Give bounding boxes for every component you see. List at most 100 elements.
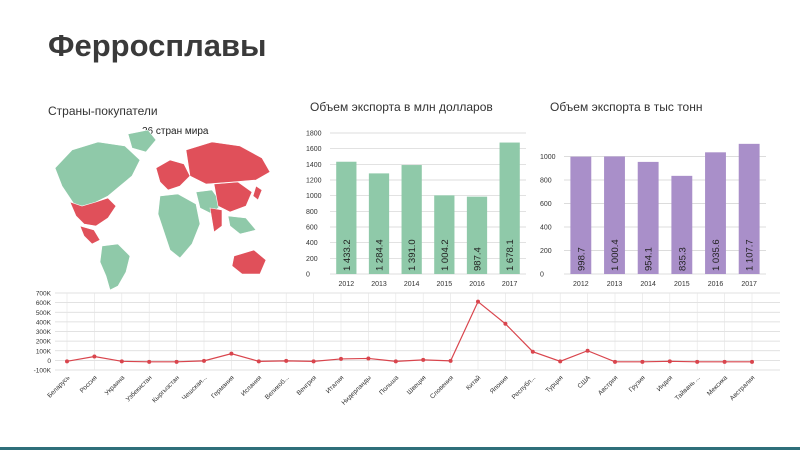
bar-chart-usd-title: Объем экспорта в млн долларов [310,100,493,114]
bar-value-label: 1 000.4 [610,239,621,271]
x-tick-label: Польша [378,374,400,396]
page-title: Ферросплавы [48,28,267,63]
x-tick-label: Узбекистан [124,373,154,403]
x-tick-label: 2017 [502,281,518,288]
x-tick-label: Германия [210,374,236,400]
data-point [393,359,398,364]
map-region-japan [252,185,263,201]
map-region-india [209,207,223,233]
y-tick-label: 800 [306,209,318,216]
x-tick-label: 2013 [371,281,387,288]
bar-value-label: 1 004.2 [440,239,451,271]
x-tick-label: 2015 [437,281,453,288]
bar-value-label: 1 391.0 [407,239,418,271]
line-chart-countries: -100K 0 100K 200K 300K 400K 500K 600K 700K Белару… [34,291,780,407]
data-point [613,359,617,364]
map-region-southeast-asia [227,215,257,235]
data-point [476,299,480,304]
map-heading: Страны-покупатели [48,104,158,118]
bar-chart-tons: 0 200 400 600 800 1000 998.7 2012 1 000.4 2013 954… [540,143,766,288]
bar [336,161,357,274]
y-tick-label: 200 [540,248,552,255]
y-tick-label: 600K [36,300,52,307]
world-map [54,129,271,291]
bar [738,143,760,274]
x-tick-label: Япония [489,374,510,395]
data-point [92,354,97,359]
y-tick-label: 200K [36,339,52,346]
bar-chart-usd: 0 200 400 600 800 1000 1200 1400 1600 1800 1 433.2… [306,131,526,288]
x-tick-label: Украина [104,374,127,397]
y-tick-label: 0 [306,272,310,279]
bar [401,165,422,274]
data-point [640,359,645,364]
map-region-europe [155,159,191,191]
data-point [585,348,590,353]
footer-divider [0,447,800,450]
x-tick-label: 2015 [674,281,690,288]
series-line [66,300,752,363]
bar [570,156,592,274]
bar-value-label: 1 284.4 [375,239,386,271]
y-tick-label: 300K [36,329,52,336]
data-point [256,359,261,364]
bar-value-label: 835.3 [677,247,688,271]
x-tick-label: 2012 [573,281,589,288]
bar [705,152,726,274]
y-tick-label: 1200 [306,178,322,185]
y-tick-label: 400K [36,319,52,326]
bar [604,156,625,274]
bar-value-label: 954.1 [644,247,655,271]
x-tick-label: 2013 [607,281,623,288]
y-tick-label: 1000 [306,193,322,200]
bar-chart-tons-title: Объем экспорта в тыс тонн [550,100,703,114]
bar-value-label: 1 678.1 [505,239,516,271]
map-region-china [213,181,253,213]
data-point [311,359,316,364]
bar-value-label: 987.4 [473,247,484,271]
map-region-north-america [54,141,141,215]
y-tick-label: 800 [540,178,552,185]
y-tick-label: 100K [36,348,52,355]
x-tick-label: 2014 [404,281,420,288]
data-point [174,359,179,364]
data-point [448,358,453,363]
x-tick-label: Беларусь [46,374,71,399]
data-point [695,359,700,364]
map-region-south-america [99,243,131,291]
data-point [202,358,206,363]
y-tick-label: 600 [306,225,318,232]
y-tick-label: 0 [47,358,51,365]
data-point [421,357,426,362]
y-tick-label: 0 [540,272,544,279]
x-tick-label: Мексика [706,374,729,397]
y-tick-label: -100K [34,368,52,375]
x-tick-label: Испания [240,374,264,398]
y-tick-label: 1600 [306,146,322,153]
y-tick-label: 1800 [306,131,322,138]
x-tick-label: 2014 [640,281,656,288]
x-tick-label: Италия [325,374,346,395]
y-tick-label: 1000 [540,154,556,161]
x-tick-label: 2017 [741,281,757,288]
map-region-australia [231,249,267,275]
x-tick-label: 2016 [708,281,724,288]
bar [368,173,390,274]
x-tick-label: Индия [656,374,675,393]
x-tick-label: Словения [429,374,455,400]
data-point [503,321,508,326]
y-tick-label: 1400 [306,162,322,169]
bar [466,196,488,274]
data-point [722,359,727,364]
x-tick-label: 2016 [469,281,485,288]
bar [434,195,455,274]
x-tick-label: Грузия [628,374,647,393]
bar-value-label: 998.7 [576,247,587,271]
x-tick-label: Великоб... [263,374,291,402]
y-tick-label: 500K [36,310,52,317]
bar [671,175,693,274]
data-point [339,356,343,361]
y-tick-label: 700K [36,291,52,298]
x-tick-label: Китай [464,374,482,392]
